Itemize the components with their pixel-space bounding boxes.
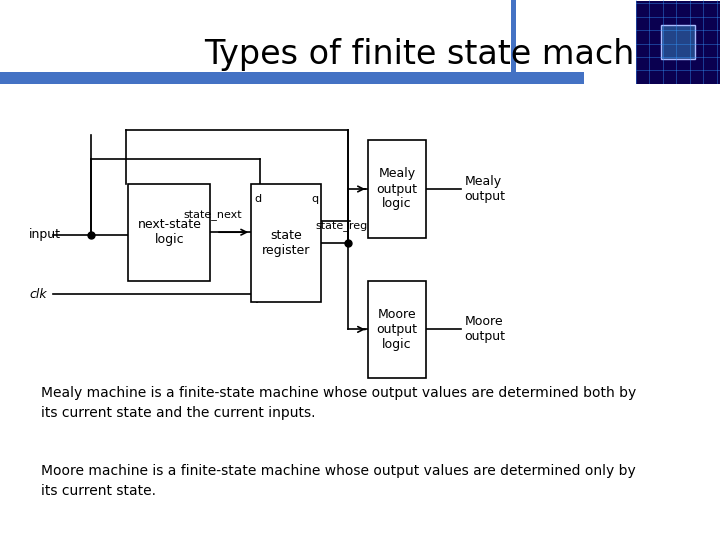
Text: state
register: state register: [262, 229, 310, 257]
Text: input: input: [30, 228, 61, 241]
Text: state_reg: state_reg: [315, 222, 368, 232]
FancyBboxPatch shape: [661, 25, 695, 58]
FancyBboxPatch shape: [128, 184, 210, 281]
FancyBboxPatch shape: [251, 184, 321, 302]
FancyBboxPatch shape: [368, 140, 426, 238]
Text: Types of finite state machines: Types of finite state machines: [204, 38, 703, 71]
Text: Moore machine is a finite-state machine whose output values are determined only : Moore machine is a finite-state machine …: [41, 464, 636, 498]
FancyBboxPatch shape: [368, 281, 426, 378]
Text: next-state
logic: next-state logic: [138, 218, 202, 246]
FancyBboxPatch shape: [511, 0, 516, 84]
Text: clk: clk: [30, 288, 47, 301]
Text: Mealy
output: Mealy output: [464, 175, 505, 203]
Text: q: q: [311, 194, 318, 205]
Text: Mealy
output
logic: Mealy output logic: [377, 167, 418, 211]
Text: Moore
output
logic: Moore output logic: [377, 308, 418, 351]
Text: Mealy machine is a finite-state machine whose output values are determined both : Mealy machine is a finite-state machine …: [41, 386, 636, 420]
Text: d: d: [254, 194, 261, 205]
FancyBboxPatch shape: [0, 72, 584, 84]
Text: state_next: state_next: [184, 211, 243, 221]
Text: Moore
output: Moore output: [464, 315, 505, 343]
